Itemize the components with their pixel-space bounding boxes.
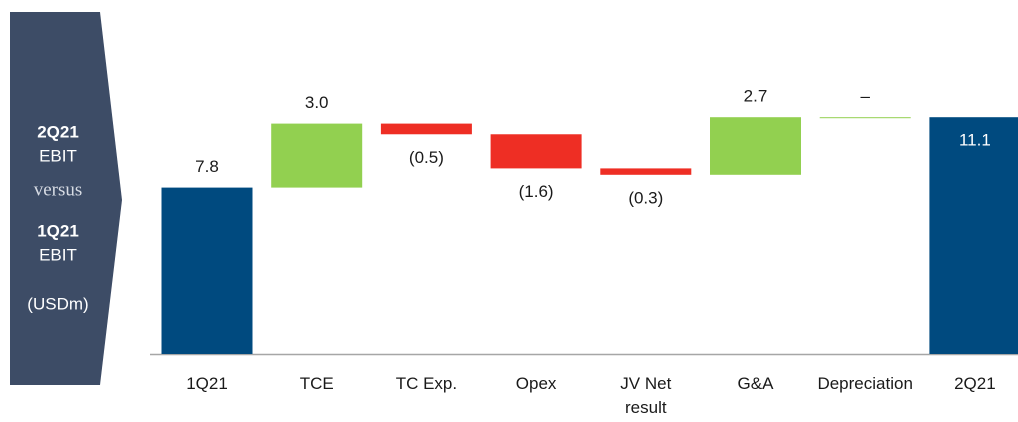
bar: [819, 117, 911, 119]
x-tick-label: G&A: [737, 374, 774, 393]
x-tick-label: TCE: [299, 374, 334, 393]
bar: [490, 134, 582, 169]
data-label: (0.5): [409, 148, 444, 167]
x-tick-label: Depreciation: [817, 374, 913, 393]
bar: [380, 123, 472, 135]
bar: [710, 117, 801, 175]
panel-text: EBIT: [39, 146, 77, 165]
data-label: 7.8: [195, 157, 219, 176]
data-label: (0.3): [628, 188, 663, 207]
data-label: –: [860, 87, 870, 106]
bar: [161, 187, 253, 354]
bar: [271, 123, 363, 188]
side-panel-chevron: [10, 12, 122, 385]
panel-text: versus: [34, 179, 83, 200]
x-tick-label: TC Exp.: [395, 374, 458, 393]
x-tick-label: 1Q21: [186, 374, 228, 393]
x-tick-label: JV Net result: [620, 374, 672, 417]
bar: [600, 168, 692, 175]
x-tick-label: 2Q21: [954, 374, 996, 393]
data-label: 2.7: [744, 87, 768, 106]
panel-text: 1Q21: [37, 221, 79, 240]
data-label: 11.1: [959, 131, 991, 150]
x-tick-label: Opex: [515, 374, 557, 393]
panel-text: (USDm): [27, 294, 88, 313]
panel-text: 2Q21: [37, 122, 79, 141]
bar: [929, 117, 1018, 354]
panel-text: EBIT: [39, 245, 77, 264]
data-label: 3.0: [305, 93, 329, 112]
data-label: (1.6): [519, 182, 554, 201]
